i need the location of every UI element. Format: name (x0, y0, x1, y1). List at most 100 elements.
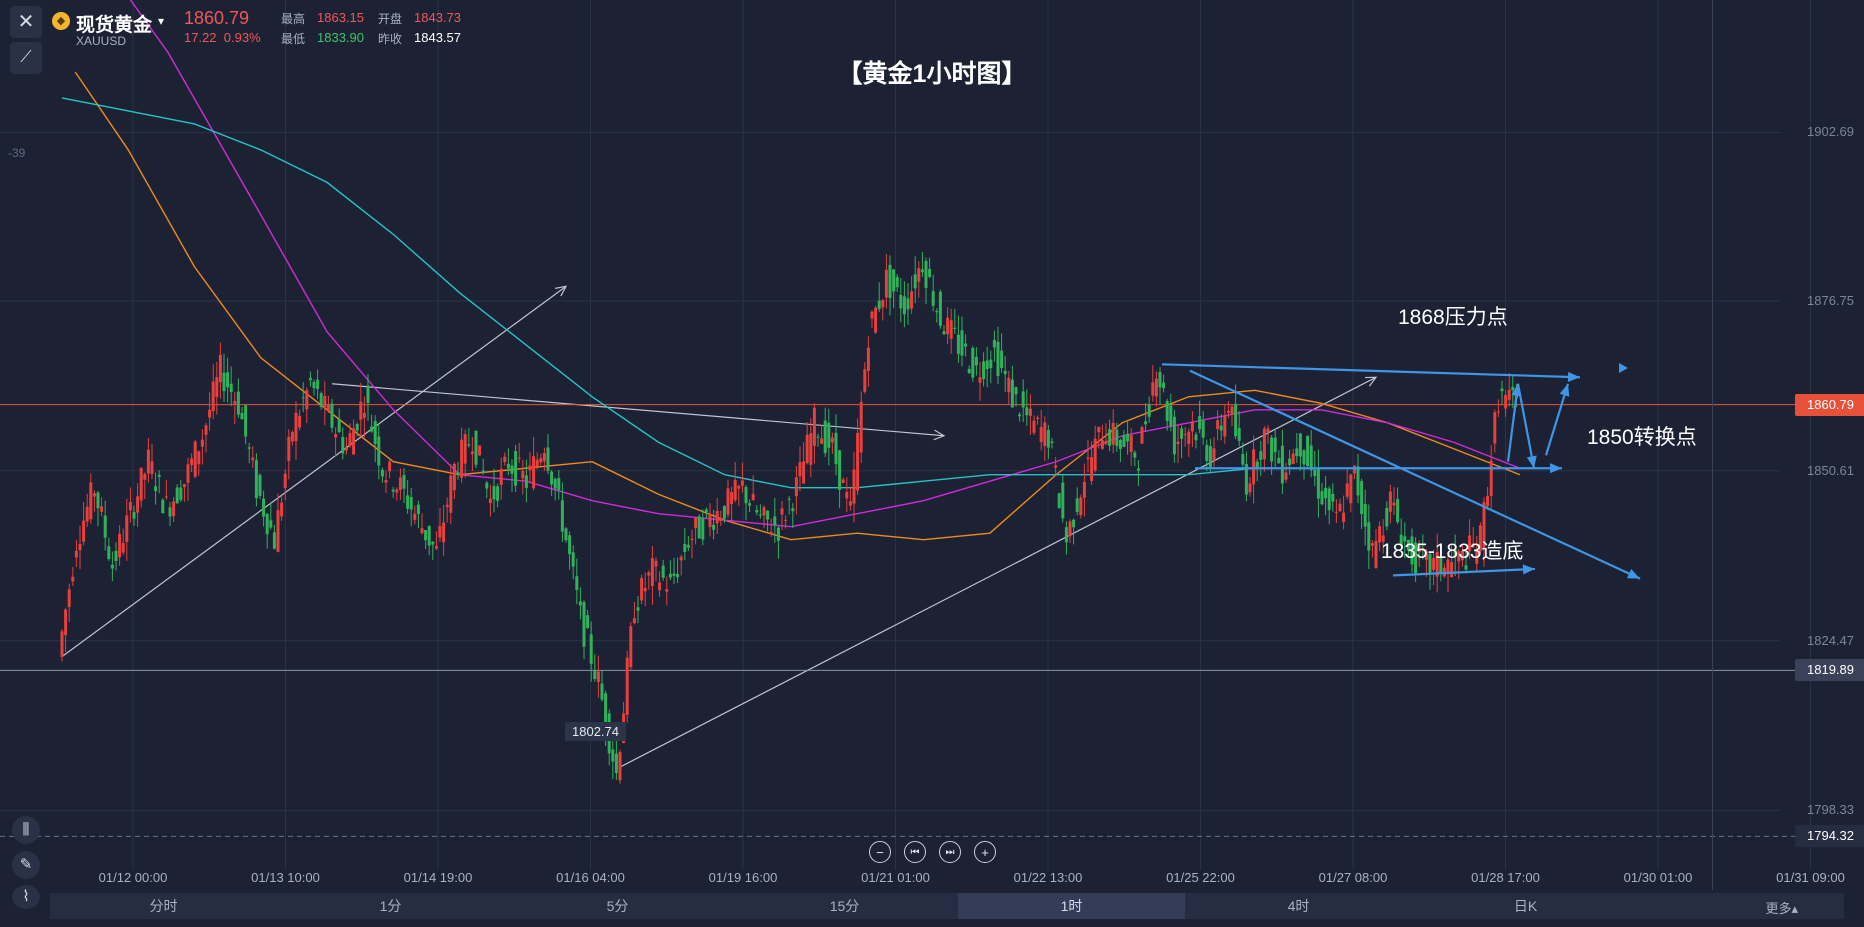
candle-body (359, 401, 363, 420)
candle-body (913, 274, 917, 289)
candle-body (308, 377, 312, 381)
candle-body (1057, 493, 1061, 509)
candle-body (740, 480, 744, 486)
annotation-arrow (1189, 369, 1641, 580)
candle-body (683, 544, 687, 552)
candle-body (1014, 387, 1018, 395)
candle-body (1079, 497, 1083, 516)
candle-body (200, 439, 204, 447)
candle-body (258, 474, 262, 496)
candle-body (1266, 428, 1270, 433)
candle-body (74, 550, 78, 558)
candle-body (1201, 420, 1205, 438)
candle-body (247, 447, 251, 449)
price-levels (0, 404, 1864, 837)
candle-body (755, 509, 759, 513)
candle-body (690, 538, 694, 541)
candle-body (1280, 445, 1284, 484)
scroll-start-button[interactable]: ⏮ (904, 841, 926, 863)
candle-body (517, 457, 521, 459)
candle-body (820, 438, 824, 444)
zoom-out-button[interactable]: − (869, 841, 891, 863)
candle-body (1118, 440, 1122, 449)
candle-body (737, 485, 741, 489)
annotation-arrowhead (1522, 564, 1535, 575)
tab-period-4h[interactable]: 4时 (1287, 898, 1310, 914)
candle-body (1446, 559, 1450, 575)
candle-style-button[interactable]: ⫼ (12, 816, 40, 844)
candle-body (1324, 487, 1328, 499)
annotation-arrowhead (1627, 569, 1640, 579)
candle-body (316, 379, 320, 389)
grid (0, 0, 1811, 870)
candle-body (1144, 421, 1148, 425)
candle-body (578, 601, 582, 606)
candle-body (492, 486, 496, 500)
candle-body (1050, 441, 1054, 444)
candle-body (265, 514, 269, 535)
chart-title: 【黄金1小时图】 (837, 60, 1027, 88)
trend-arrowhead (933, 429, 946, 441)
candle-body (326, 404, 330, 412)
pen-tool-button[interactable]: ✎ (12, 851, 40, 879)
low-marker-label: 1802.74 (565, 722, 626, 741)
x-tick-label: 01/19 16:00 (708, 870, 778, 885)
candle-body (1054, 465, 1058, 468)
zoom-in-button[interactable]: + (974, 841, 996, 863)
candle-body (1010, 379, 1014, 408)
candle-body (1504, 394, 1508, 409)
tab-period-1m[interactable]: 1分 (379, 898, 402, 914)
candle-body (946, 317, 950, 335)
candle-body (748, 503, 752, 506)
tab-period-5m[interactable]: 5分 (606, 898, 629, 914)
indicator-button[interactable]: ⌇ (12, 885, 40, 909)
candle-body (708, 513, 712, 528)
candle-body (96, 492, 100, 509)
trend-arrowhead (1364, 376, 1378, 387)
candle-body (568, 535, 572, 555)
candle-body (586, 615, 590, 628)
candle-body (1378, 526, 1382, 543)
candle-body (240, 413, 244, 420)
candle-body (877, 300, 881, 309)
moving-average-line (129, 0, 1521, 528)
price-level-tag: 1819.89 (1795, 659, 1864, 682)
scroll-end-button[interactable]: ⏭ (939, 841, 961, 863)
trend-lines (61, 285, 1641, 768)
candle-body (334, 434, 338, 438)
tab-period-15m[interactable]: 15分 (829, 898, 860, 914)
candle-body (1090, 457, 1094, 482)
candle-body (816, 436, 820, 438)
candle-body (1194, 434, 1198, 441)
candle-body (1046, 430, 1050, 448)
candle-body (427, 525, 431, 546)
candle-body (1241, 454, 1245, 465)
candle-body (866, 347, 870, 371)
candle-body (629, 626, 633, 668)
draw-tool-button[interactable]: ⟋ (10, 42, 42, 74)
candle-body (1025, 407, 1029, 416)
tab-period-timeline[interactable]: 分时 (149, 898, 178, 914)
tab-period-1h[interactable]: 1时 (958, 893, 1185, 919)
more-periods-button[interactable]: 更多▴ (1765, 901, 1798, 916)
candle-body (557, 477, 561, 490)
candle-body (128, 501, 132, 511)
candle-body (942, 331, 946, 335)
candle-body (758, 514, 762, 516)
candle-body (67, 589, 71, 607)
tab-period-daily[interactable]: 日K (1513, 898, 1538, 914)
candle-body (1244, 464, 1248, 495)
trend-line (331, 383, 945, 437)
candle-body (395, 489, 399, 493)
symbol-name: 现货黄金 (76, 15, 153, 36)
close-button[interactable]: ✕ (10, 6, 42, 38)
chevron-down-icon[interactable]: ▾ (158, 14, 165, 28)
candle-body (236, 391, 240, 415)
candle-body (485, 482, 489, 489)
candle-body (834, 432, 838, 465)
candle-body (848, 501, 852, 506)
candle-body (625, 657, 629, 715)
candle-body (1453, 549, 1457, 557)
candle-body (460, 439, 464, 478)
